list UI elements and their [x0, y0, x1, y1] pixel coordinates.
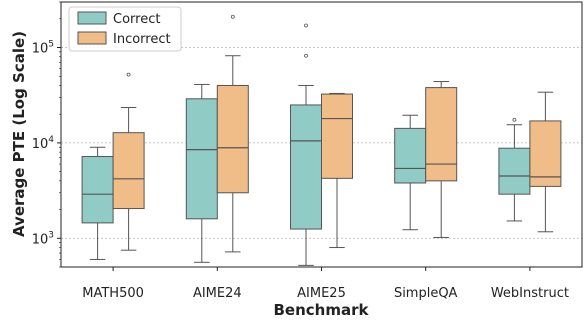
x-axis-label: Benchmark — [274, 301, 370, 319]
box-correct-aime24 — [185, 83, 218, 263]
legend-label-incorrect: Incorrect — [113, 32, 171, 47]
y-tick-label: 104 — [32, 135, 55, 152]
box-correct-math500 — [81, 146, 114, 260]
x-tick-label: AIME25 — [297, 286, 346, 301]
legend-swatch-incorrect — [77, 31, 107, 45]
box-incorrect-math500 — [112, 72, 145, 251]
box-incorrect-webinstruct — [529, 91, 562, 233]
box-iqr — [216, 84, 249, 194]
ticks-layer: 103 104 105 MATH500 AIME24 AIME25 SimpleQA WebI… — [32, 1, 569, 301]
x-tick-label: AIME24 — [193, 286, 242, 301]
box-correct-webinstruct — [498, 117, 531, 222]
legend-swatch-correct — [77, 11, 107, 25]
x-tick-label: MATH500 — [82, 286, 144, 301]
box-incorrect-aime25 — [321, 92, 353, 249]
box-iqr — [81, 156, 114, 224]
outlier-point — [230, 14, 235, 19]
legend-label-correct: Correct — [113, 12, 160, 27]
outlier-point — [126, 72, 131, 77]
y-axis-label: Average PTE (Log Scale) — [10, 31, 28, 237]
boxes-layer — [81, 14, 562, 266]
x-tick-label: SimpleQA — [394, 286, 458, 301]
outlier-point — [304, 23, 308, 28]
y-tick-label: 105 — [32, 40, 54, 57]
outlier-point — [304, 53, 308, 58]
box-iqr — [290, 104, 322, 230]
box-incorrect-aime24 — [216, 14, 249, 253]
box-iqr — [498, 147, 531, 195]
box-iqr — [529, 120, 562, 187]
box-correct-aime25 — [290, 23, 322, 266]
y-tick-label: 103 — [32, 230, 54, 247]
legend: Correct Incorrect — [68, 6, 182, 52]
box-iqr — [425, 87, 458, 182]
box-iqr — [394, 127, 427, 184]
box-correct-simpleqa — [394, 114, 427, 231]
box-incorrect-simpleqa — [425, 81, 458, 238]
box-iqr — [112, 132, 145, 210]
box-iqr — [321, 93, 353, 179]
box-iqr — [185, 98, 218, 220]
x-tick-label: WebInstruct — [491, 286, 569, 301]
outlier-point — [512, 117, 517, 122]
